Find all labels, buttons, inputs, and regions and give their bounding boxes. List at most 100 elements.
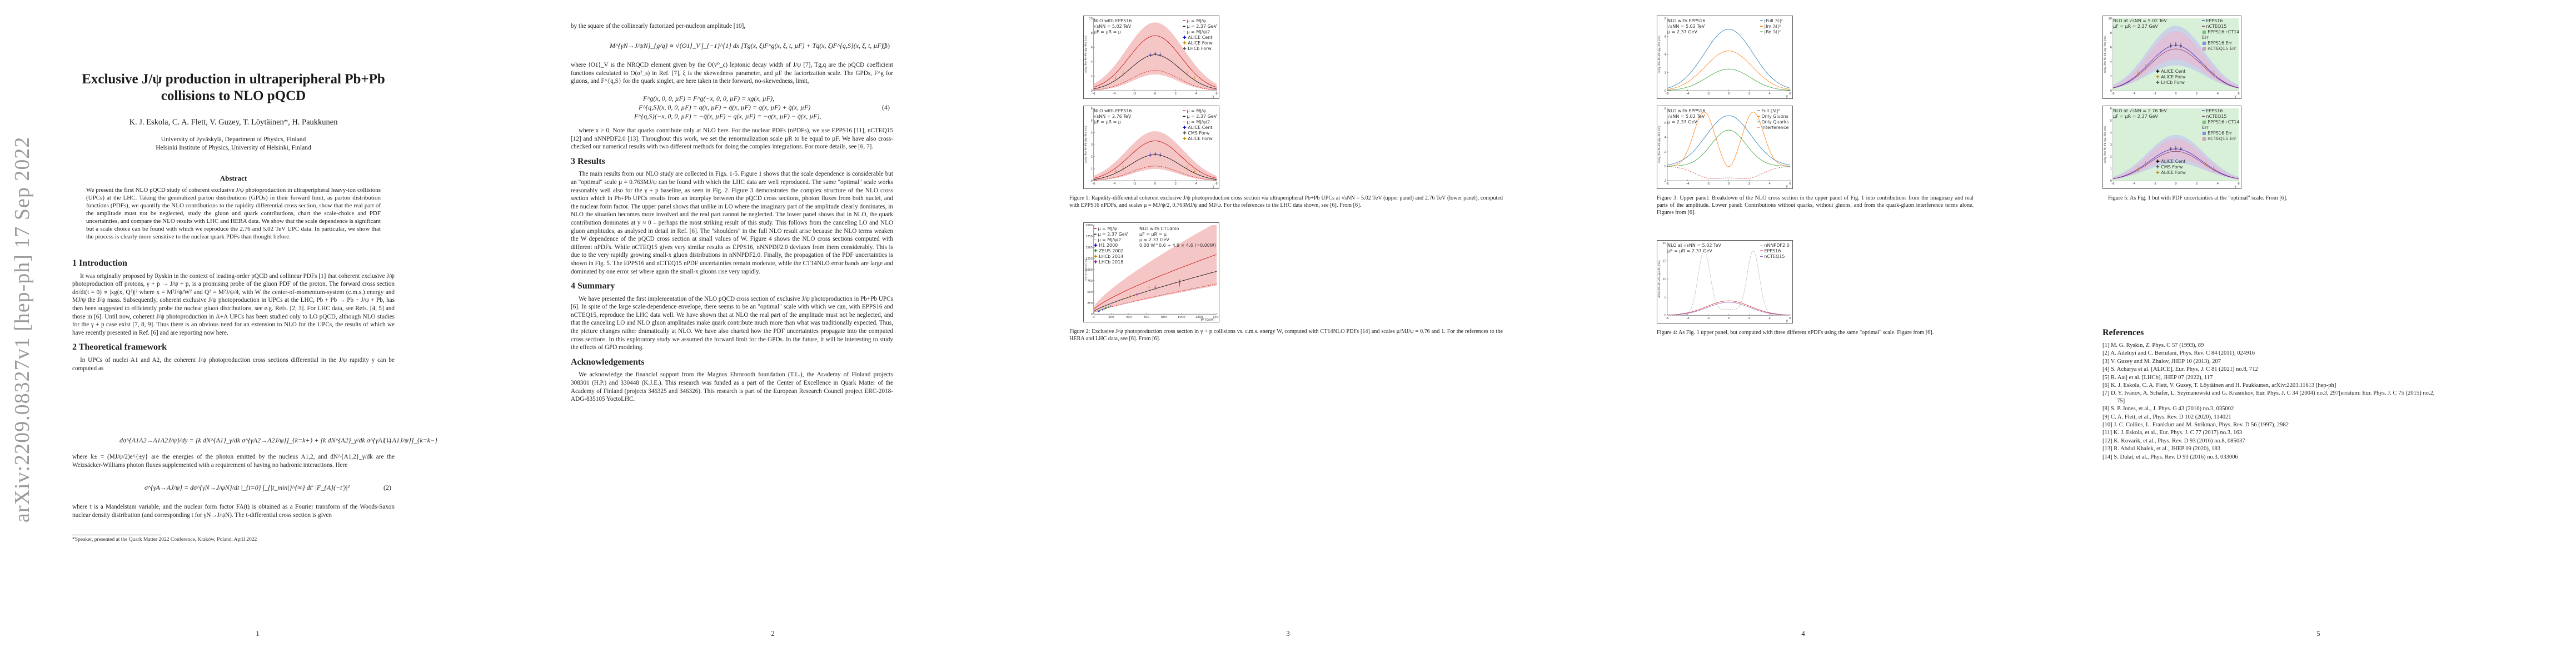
x-tick-label: -4 — [1113, 182, 1116, 186]
curve-nnnpdf — [1667, 250, 1791, 316]
y-tick-label: 4 — [1665, 53, 1666, 57]
reference-item: [14] S. Dulat, et al., Phys. Rev. D 93 (… — [2102, 454, 2238, 460]
fig2-info-2: µF = µR = µ — [1139, 232, 1167, 237]
x-tick-label: 6 — [1215, 182, 1218, 186]
legend-entry: ✚ CMS Forw — [1183, 131, 1210, 136]
y-tick-label: 6 — [1091, 107, 1093, 111]
x-axis-label: y — [1786, 319, 1788, 323]
x-tick-label: 6 — [1789, 182, 1791, 186]
fig5-top-info-1: NLO at √sNN = 5.02 TeV — [2113, 18, 2167, 23]
legend-entry: ━ |Re ℳ|² — [1760, 29, 1781, 34]
y-tick-label: 2 — [1091, 75, 1093, 78]
page-number: 3 — [1286, 629, 1290, 638]
y-axis-label: dσ/dy (Pb+Pb→Pb+J/ψ+Pb) [mb] — [1084, 36, 1087, 73]
fig4-info-2: µF = µR = 2.37 GeV — [1667, 248, 1712, 253]
figure-4-caption: Figure 4: As Fig. 1 upper panel, but com… — [1657, 330, 1934, 336]
x-tick-label: 6 — [1789, 317, 1791, 320]
fig4-legend: ┄ nNNPDF2.0 ━ EPPS16 ━ nCTEQ15 — [1760, 243, 1790, 260]
reference-item: [4] S. Acharya et al. [ALICE], Eur. Phys… — [2102, 366, 2258, 373]
section-1-heading: 1 Introduction — [72, 258, 127, 268]
legend-entry: ━ µ = 2.37 GeV — [1183, 24, 1217, 29]
curve-mu-half — [1093, 283, 1217, 313]
curve-full — [1667, 115, 1791, 166]
x-tick-label: 0 — [1728, 182, 1730, 186]
fig3-top-plot: -6 -4 -2 0 2 4 6 0 2 4 6 8 y dσ/dy (Pb+Pb→Pb+J/ψ+Pb) … — [1657, 16, 1793, 99]
fig1-top-info-3: µF = µR = µ — [1094, 29, 1122, 34]
y-tick-label: 10 — [1089, 17, 1093, 21]
fig1-top-info-2: √sNN = 5.02 TeV — [1094, 24, 1132, 29]
legend-entry: ━ Full |ℳ|² — [1757, 108, 1780, 113]
page2-text-1: where ⟨O1⟩_V is the NRQCD element given … — [571, 62, 893, 85]
fig3-bottom-svg: -6 -4 -2 0 2 4 6 -2 0 2 4 6 8 y dσ/dy (Pb+Pb→Pb+J/ψ+Pb… — [1658, 107, 1791, 188]
curve-gluons — [1667, 112, 1791, 167]
page1-body: 1 Introduction It was originally propose… — [72, 253, 395, 376]
y-tick-label: 10 — [2109, 17, 2112, 21]
x-tick-label: 0 — [1154, 92, 1157, 96]
x-tick-label: 2 — [1748, 182, 1750, 186]
x-axis-label: y — [1786, 185, 1788, 188]
y-axis-label: dσ/dy (Pb+Pb→Pb+J/ψ+Pb) [mb] — [1084, 126, 1087, 163]
fig3-bottom-plot: -6 -4 -2 0 2 4 6 -2 0 2 4 6 8 y dσ/dy (Pb+Pb→Pb+J/ψ+Pb… — [1657, 106, 1793, 189]
x-tick-label: -6 — [1092, 92, 1095, 96]
paper-title: Exclusive J/ψ production in ultraperiphe… — [82, 72, 385, 103]
page-1: arXiv:2209.08327v1 [hep-ph] 17 Sep 2022 … — [0, 0, 515, 667]
legend-entry: ■ EPPS16 Err — [2202, 41, 2233, 46]
x-tick-label: 2 — [1175, 182, 1177, 186]
fig1-top-plot: -6 -4 -2 0 2 4 6 0 2 4 6 8 10 y dσ/dy (Pb+Pb→Pb+J/ψ+Pb… — [1083, 16, 1219, 99]
reference-item: [6] K. J. Eskola, C. A. Flett, V. Guzey,… — [2102, 382, 2336, 389]
x-tick-label: -6 — [1666, 182, 1669, 186]
legend-entry: ━ nCTEQ15 — [1760, 254, 1785, 259]
legend-entry: ━ nCTEQ15 — [2202, 24, 2227, 29]
y-tick-label: 1250 — [1085, 257, 1093, 261]
reference-item: [8] S. P. Jones, et al., J. Phys. G 43 (… — [2102, 406, 2234, 412]
x-tick-label: -2 — [1707, 92, 1710, 96]
fig4-info-1: NLO at √sNN = 5.02 TeV — [1667, 243, 1721, 248]
fig3-bottom-info-2: √sNN = 5.02 TeV — [1667, 114, 1705, 119]
y-tick-label: 2 — [1665, 151, 1666, 154]
equation-3-number: (3) — [882, 42, 890, 49]
y-tick-label: 6 — [2110, 107, 2112, 111]
references-heading: References — [2102, 328, 2144, 337]
fig2-info-1: NLO with CT14nlo — [1139, 226, 1179, 231]
y-tick-label: 6 — [2110, 46, 2112, 49]
y-tick-label: 1 — [2110, 167, 2112, 171]
x-tick-label: 6 — [1215, 92, 1218, 96]
reference-item: [9] C. A. Flett, et al., Phys. Rev. D 10… — [2102, 414, 2231, 420]
legend-entry: ✚ ALICE Cent — [1183, 125, 1213, 130]
fig1-bottom-info-3: µF = µR = µ — [1094, 120, 1122, 125]
legend-entry: ✚ ALICE Forw — [2156, 170, 2186, 175]
y-tick-label: 0 — [1091, 313, 1093, 316]
legend-entry: ✚ CMS Forw — [2156, 165, 2183, 170]
equation-2: σ^{γA→AJ/ψ} = dσ^{γN→J/ψN}/dt |_{t=0} ∫_… — [145, 484, 350, 491]
fig1-top-svg: -6 -4 -2 0 2 4 6 0 2 4 6 8 10 y dσ/dy (Pb+Pb→Pb+J/ψ+Pb… — [1084, 17, 1218, 98]
figure-1-caption: Figure 1: Rapidity-differential coherent… — [1069, 195, 1503, 208]
y-tick-label: 6 — [1091, 46, 1093, 49]
x-tick-label: 0 — [2175, 182, 2177, 186]
y-tick-label: 4 — [1091, 131, 1093, 135]
legend-entry: ✚ ZEUS 2002 — [1094, 248, 1124, 253]
legend-entry: ┄ µ = MJ/ψ/2 — [1094, 237, 1122, 242]
legend-entry: ■ nCTEQ15 Err — [2202, 136, 2236, 141]
legend-entry: ✚ LHCb 2014 — [1094, 254, 1124, 259]
equation-1-number: (1) — [383, 436, 391, 444]
y-tick-label: 3 — [1091, 143, 1093, 147]
fig5-top-data-legend: ✚ ALICE Cent ✚ ALICE Forw ✚ LHCb Forw — [2156, 69, 2186, 86]
figure-5-caption: Figure 5: As Fig. 1 but with PDF uncerta… — [2108, 195, 2288, 201]
x-tick-label: -4 — [1686, 317, 1690, 320]
x-axis-label: y — [1213, 94, 1215, 98]
x-tick-label: 4 — [1768, 182, 1771, 186]
y-tick-label: 2 — [2110, 75, 2112, 78]
y-tick-label: 6 — [1665, 35, 1666, 38]
equation-4a: F^g(x, 0, 0, µF) = F^g(−x, 0, 0, µF) = x… — [643, 94, 775, 102]
page2-body: where x > 0. Note that quarks contribute… — [571, 127, 893, 407]
legend-entry: ✚ ALICE Forw — [1183, 41, 1213, 46]
fig1-top-info: NLO with EPPS16 √sNN = 5.02 TeV µF = µR … — [1094, 18, 1132, 35]
y-tick-label: 6 — [1665, 122, 1666, 125]
x-axis-label: y — [2235, 185, 2237, 188]
section-3-text: The main results from our NLO study are … — [571, 171, 893, 275]
x-axis-label: y — [2235, 94, 2237, 98]
y-tick-label: 500 — [1087, 291, 1092, 294]
y-axis-label: dσ/dy (Pb+Pb→Pb+J/ψ+Pb) [mb] — [1658, 126, 1661, 163]
fig5-top-legend: ━ EPPS16 ━ nCTEQ15 ■ EPPS16+CT14 Err ■ E… — [2202, 18, 2241, 52]
fig3-top-info: NLO with EPPS16 √sNN = 5.02 TeV µ = 2.37… — [1667, 18, 1705, 35]
